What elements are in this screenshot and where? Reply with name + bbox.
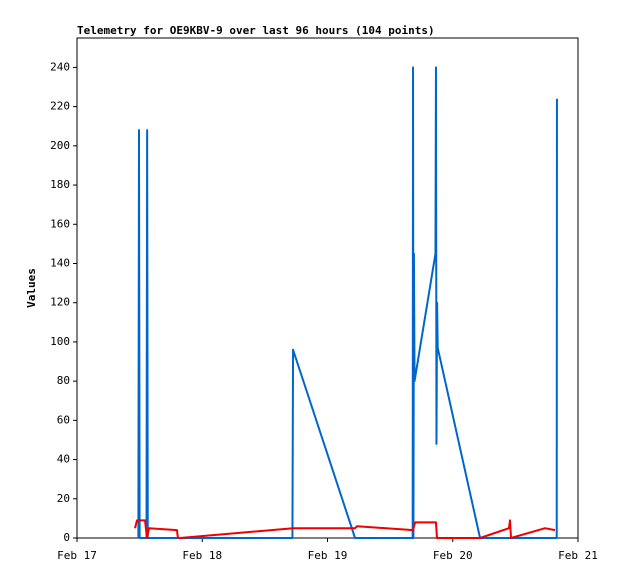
y-tick-label: 100	[50, 335, 70, 348]
y-tick-label: 200	[50, 139, 70, 152]
y-tick-label: 120	[50, 296, 70, 309]
y-tick-label: 160	[50, 217, 70, 230]
y-tick-label: 20	[57, 492, 70, 505]
x-tick-label: Feb 20	[433, 549, 473, 562]
x-tick-label: Feb 21	[558, 549, 598, 562]
y-tick-label: 0	[63, 531, 70, 544]
chart-title: Telemetry for OE9KBV-9 over last 96 hour…	[77, 24, 435, 37]
y-tick-label: 220	[50, 100, 70, 113]
x-tick-label: Feb 19	[308, 549, 348, 562]
y-tick-label: 60	[57, 413, 70, 426]
x-tick-label: Feb 17	[57, 549, 97, 562]
y-tick-label: 80	[57, 374, 70, 387]
y-tick-label: 240	[50, 60, 70, 73]
x-tick-label: Feb 18	[182, 549, 222, 562]
y-tick-label: 140	[50, 256, 70, 269]
series-line	[137, 66, 558, 539]
y-axis-label: Values	[25, 268, 38, 308]
y-tick-label: 180	[50, 178, 70, 191]
series-line	[134, 519, 556, 539]
y-tick-label: 40	[57, 453, 70, 466]
